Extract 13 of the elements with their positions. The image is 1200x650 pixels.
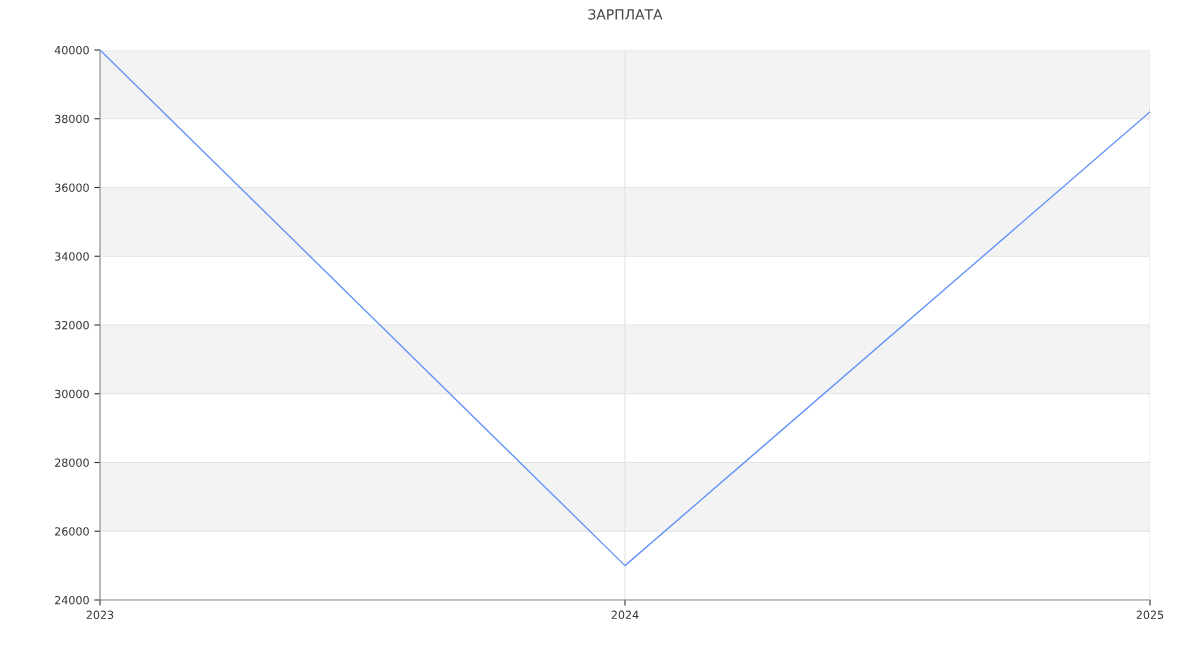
y-tick-label: 36000 (55, 183, 89, 192)
y-tick-label: 34000 (55, 252, 89, 261)
y-tick-label: 26000 (55, 527, 89, 536)
y-tick-label: 28000 (55, 458, 89, 467)
x-tick-label: 2025 (1136, 610, 1164, 620)
y-tick-label: 38000 (55, 114, 89, 124)
x-tick-label: 2024 (611, 610, 639, 620)
x-tick-label: 2023 (86, 610, 114, 620)
y-tick-label: 24000 (55, 595, 89, 605)
y-tick-label: 30000 (55, 389, 89, 399)
y-tick-label: 32000 (55, 320, 89, 330)
y-tick-label: 40000 (54, 45, 89, 55)
chart-title: ЗАРПЛАТА (588, 9, 663, 20)
